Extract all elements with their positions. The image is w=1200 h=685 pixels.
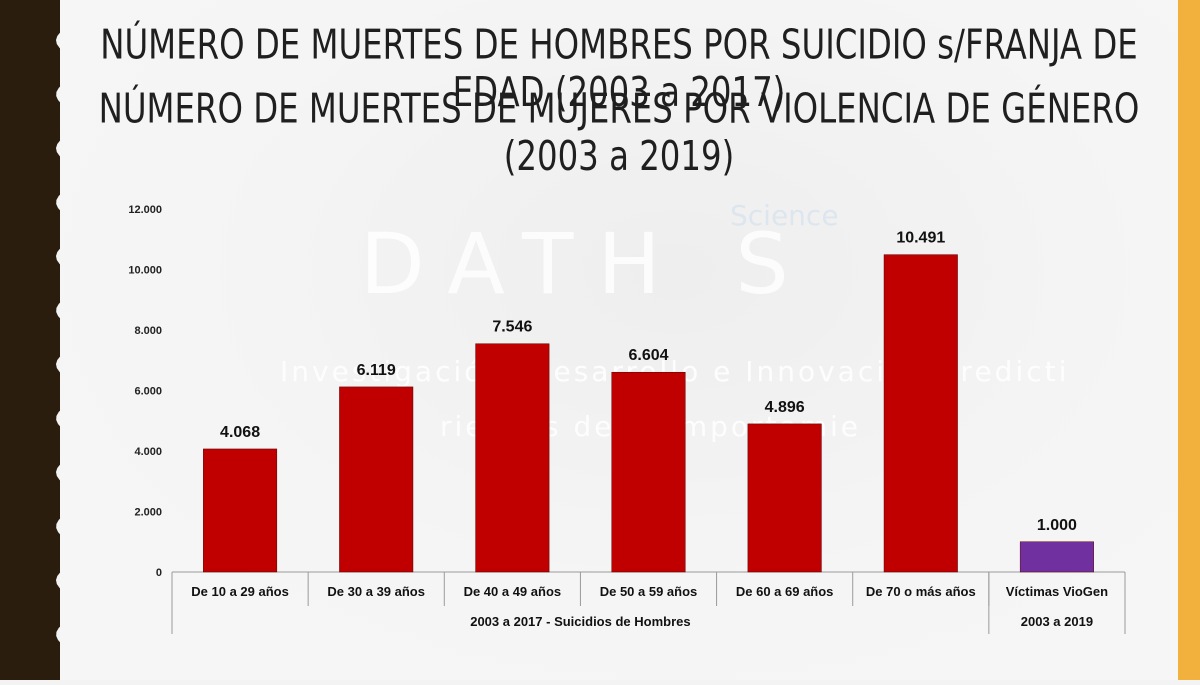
y-tick-label: 4.000 [134, 446, 162, 458]
group-label: 2003 a 2017 - Suicidios de Hombres [470, 614, 690, 629]
y-tick-label: 2.000 [134, 507, 162, 519]
chart-labels: 2003 a 2017 - Suicidios de Hombres 2003 a… [191, 230, 1108, 629]
category-label: De 70 o más años [866, 584, 976, 599]
bar-value-label: 6.119 [357, 362, 396, 379]
y-tick-label: 10.000 [128, 265, 162, 277]
decorative-right-edge [1178, 0, 1200, 680]
category-label: De 30 a 39 años [327, 584, 425, 599]
bar [203, 448, 278, 573]
bar-value-label: 7.546 [492, 319, 532, 336]
group-label: 2003 a 2019 [1021, 614, 1093, 629]
y-tick-label: 8.000 [134, 325, 162, 337]
chart-bars [203, 254, 1094, 573]
chart-title-line-1: NÚMERO DE MUERTES DE HOMBRES POR SUICIDI… [100, 21, 1138, 117]
category-label: De 40 a 49 años [464, 584, 562, 599]
y-tick-label: 0 [156, 567, 162, 579]
bar [339, 386, 414, 573]
bar [883, 254, 958, 573]
category-label: Víctimas VioGen [1006, 584, 1108, 599]
category-label: De 10 a 29 años [191, 584, 289, 599]
bar-value-label: 4.896 [765, 399, 805, 416]
chart-title-line-2: NÚMERO DE MUERTES DE MUJERES POR VIOLENC… [98, 85, 1140, 181]
y-tick-label: 6.000 [134, 386, 162, 398]
bar-value-label: 6.604 [628, 347, 668, 364]
bar [611, 371, 686, 573]
bar [1019, 541, 1094, 573]
y-tick-label: 12.000 [128, 204, 162, 216]
category-label: De 60 a 69 años [736, 584, 834, 599]
wavy-border-shape [0, 0, 76, 680]
bar [475, 343, 550, 573]
bar [747, 423, 822, 573]
decorative-left-edge [0, 0, 80, 680]
category-label: De 50 a 59 años [600, 584, 698, 599]
bar-value-label: 4.068 [220, 424, 260, 441]
bar-value-label: 1.000 [1037, 517, 1077, 534]
bar-value-label: 10.491 [896, 230, 945, 247]
